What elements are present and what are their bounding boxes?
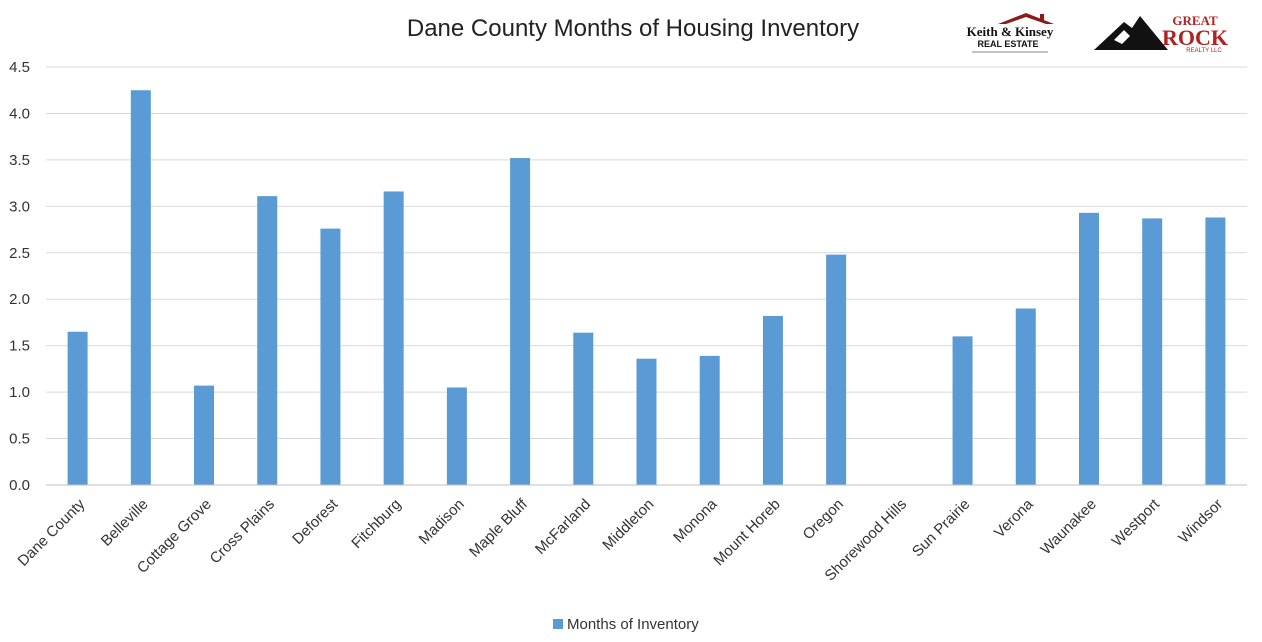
y-tick-label: 0.0 (9, 477, 30, 494)
x-tick-label: Monona (670, 495, 721, 546)
x-tick-label: Madison (416, 496, 468, 548)
bar (952, 336, 973, 485)
y-tick-label: 3.5 (9, 152, 30, 169)
bar (826, 254, 847, 485)
bar (257, 196, 278, 486)
x-tick-label: Dane County (14, 495, 88, 569)
x-tick-label: Windsor (1175, 496, 1226, 547)
y-tick-label: 2.0 (9, 291, 30, 308)
great-rock-logo-text-top: GREAT (1172, 13, 1218, 28)
bar (636, 358, 657, 485)
y-axis-ticks: 0.0 0.5 1.0 1.5 2.0 2.5 3.0 3.5 4.0 4.5 (9, 59, 30, 494)
legend-swatch (553, 619, 563, 629)
bar (699, 355, 720, 485)
bar (510, 158, 531, 485)
x-tick-label: Fitchburg (348, 496, 404, 552)
y-tick-label: 4.5 (9, 59, 30, 76)
x-tick-label: Sun Prairie (909, 496, 973, 560)
y-tick-label: 1.0 (9, 384, 30, 401)
bar (194, 385, 215, 485)
great-rock-logo: GREAT ROCK REALTY LLC (1094, 13, 1228, 54)
keith-kinsey-logo: Keith & Kinsey REAL ESTATE (967, 13, 1054, 53)
bar (130, 90, 151, 485)
bar (1142, 218, 1163, 486)
x-tick-label: Cross Plains (207, 496, 279, 568)
bar (67, 331, 88, 485)
keith-kinsey-logo-subtext: REAL ESTATE (977, 39, 1038, 49)
x-tick-label: Belleville (98, 496, 152, 550)
bar (320, 228, 341, 486)
bar (762, 315, 783, 485)
great-rock-logo-text-sub: REALTY LLC (1186, 48, 1222, 54)
bar (446, 387, 467, 485)
legend-label: Months of Inventory (567, 616, 699, 633)
x-tick-label: Oregon (800, 496, 847, 543)
x-tick-label: McFarland (532, 496, 594, 558)
y-tick-label: 1.5 (9, 338, 30, 355)
bar (1015, 308, 1036, 485)
x-tick-label: Mount Horeb (710, 496, 783, 569)
x-tick-label: Deforest (289, 495, 342, 548)
x-tick-label: Middleton (599, 496, 657, 554)
y-tick-label: 3.0 (9, 198, 30, 215)
x-tick-label: Verona (991, 495, 1037, 541)
y-tick-label: 2.5 (9, 245, 30, 262)
keith-kinsey-logo-text: Keith & Kinsey (967, 24, 1054, 39)
bar (1205, 217, 1226, 486)
bar (573, 332, 594, 485)
bars (67, 90, 1226, 486)
bar (383, 191, 404, 485)
y-tick-label: 0.5 (9, 431, 30, 448)
x-tick-label: Maple Bluff (466, 495, 531, 560)
y-tick-label: 4.0 (9, 105, 30, 122)
legend: Months of Inventory (553, 616, 699, 633)
x-tick-label: Westport (1109, 495, 1164, 550)
great-rock-logo-text-main: ROCK (1162, 25, 1228, 50)
bar (1078, 212, 1099, 485)
chart-title: Dane County Months of Housing Inventory (407, 15, 859, 42)
x-tick-label: Waunakee (1037, 496, 1099, 558)
